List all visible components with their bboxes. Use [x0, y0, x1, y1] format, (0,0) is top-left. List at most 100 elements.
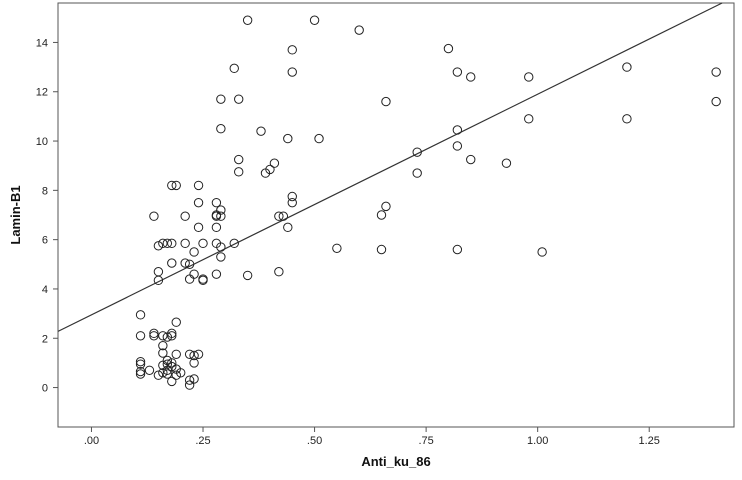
data-point — [234, 94, 244, 104]
data-point — [216, 211, 226, 221]
data-point — [158, 331, 168, 341]
data-point — [466, 72, 476, 82]
data-point — [167, 328, 177, 339]
data-point — [381, 201, 391, 212]
data-point — [189, 374, 199, 384]
data-point — [412, 147, 422, 157]
y-tick-label: 4 — [42, 284, 48, 296]
data-point — [524, 114, 534, 124]
data-point — [309, 15, 320, 25]
y-tick-label: 14 — [36, 37, 48, 49]
data-points — [135, 15, 721, 390]
data-point — [135, 359, 146, 369]
x-tick-label: .75 — [418, 435, 433, 447]
data-point — [171, 349, 181, 359]
data-point — [180, 238, 190, 249]
data-point — [211, 222, 222, 233]
x-tick-label: 1.25 — [639, 435, 660, 447]
data-point — [167, 258, 177, 268]
data-point — [158, 368, 168, 378]
data-point — [229, 238, 239, 249]
data-point — [180, 211, 190, 221]
data-point — [412, 168, 422, 178]
data-point — [711, 96, 721, 107]
data-point — [216, 94, 226, 104]
data-point — [167, 376, 177, 387]
data-point — [452, 244, 463, 255]
data-point — [135, 369, 146, 379]
data-point — [283, 133, 293, 144]
data-point — [622, 114, 632, 124]
data-point — [443, 43, 454, 54]
data-point — [376, 210, 387, 220]
axis-ticks: .00 .25 .50 .75 1.00 1.25 0 2 4 6 8 10 12 14 — [36, 37, 660, 447]
y-tick-label: 6 — [42, 235, 48, 247]
y-tick-label: 10 — [36, 136, 48, 148]
data-point — [167, 238, 177, 249]
data-point — [162, 365, 173, 376]
data-point — [452, 125, 463, 135]
data-point — [167, 331, 177, 341]
data-point — [189, 247, 199, 257]
data-point — [376, 244, 387, 255]
data-point — [171, 370, 181, 380]
data-point — [167, 180, 177, 191]
data-point — [211, 269, 222, 279]
data-point — [287, 191, 297, 202]
data-point — [162, 359, 173, 369]
data-point — [149, 331, 159, 341]
data-point — [466, 154, 476, 165]
data-point — [184, 380, 195, 390]
data-point — [135, 366, 146, 377]
data-point — [242, 270, 253, 281]
data-point — [158, 348, 168, 358]
data-point — [158, 340, 168, 351]
x-tick-label: 1.00 — [527, 435, 548, 447]
data-point — [189, 358, 199, 368]
data-point — [287, 45, 297, 55]
data-point — [184, 375, 195, 385]
data-point — [167, 358, 177, 368]
data-point — [216, 242, 226, 252]
data-point — [184, 349, 195, 359]
data-point — [452, 67, 463, 77]
data-point — [193, 180, 204, 191]
data-point — [162, 369, 173, 379]
data-point — [381, 96, 391, 107]
data-point — [537, 247, 547, 257]
data-point — [274, 211, 284, 221]
data-point — [452, 141, 463, 151]
data-point — [287, 67, 297, 77]
plot-area — [57, 2, 735, 428]
data-point — [193, 197, 204, 208]
data-point — [211, 211, 222, 221]
x-tick-label: .25 — [195, 435, 210, 447]
data-point — [135, 310, 146, 320]
data-point — [216, 124, 226, 134]
y-tick-label: 12 — [36, 87, 48, 99]
data-point — [211, 197, 222, 208]
data-point — [287, 197, 297, 208]
data-point — [193, 222, 204, 233]
data-point — [180, 258, 190, 268]
data-point — [229, 63, 239, 74]
data-point — [524, 72, 534, 82]
data-point — [153, 275, 164, 286]
x-tick-label: .50 — [307, 435, 322, 447]
data-point — [314, 133, 324, 144]
data-point — [269, 158, 280, 168]
data-point — [193, 349, 204, 359]
data-point — [144, 365, 155, 376]
y-tick-label: 8 — [42, 185, 48, 197]
data-point — [135, 331, 146, 341]
data-point — [184, 259, 195, 270]
x-axis-title: Anti_ku_86 — [361, 454, 430, 469]
data-point — [135, 356, 146, 367]
data-point — [171, 180, 181, 191]
fit-line-layer — [57, 2, 723, 332]
data-point — [158, 238, 168, 249]
data-point — [153, 241, 164, 251]
data-point — [171, 317, 181, 327]
data-point — [711, 67, 721, 77]
